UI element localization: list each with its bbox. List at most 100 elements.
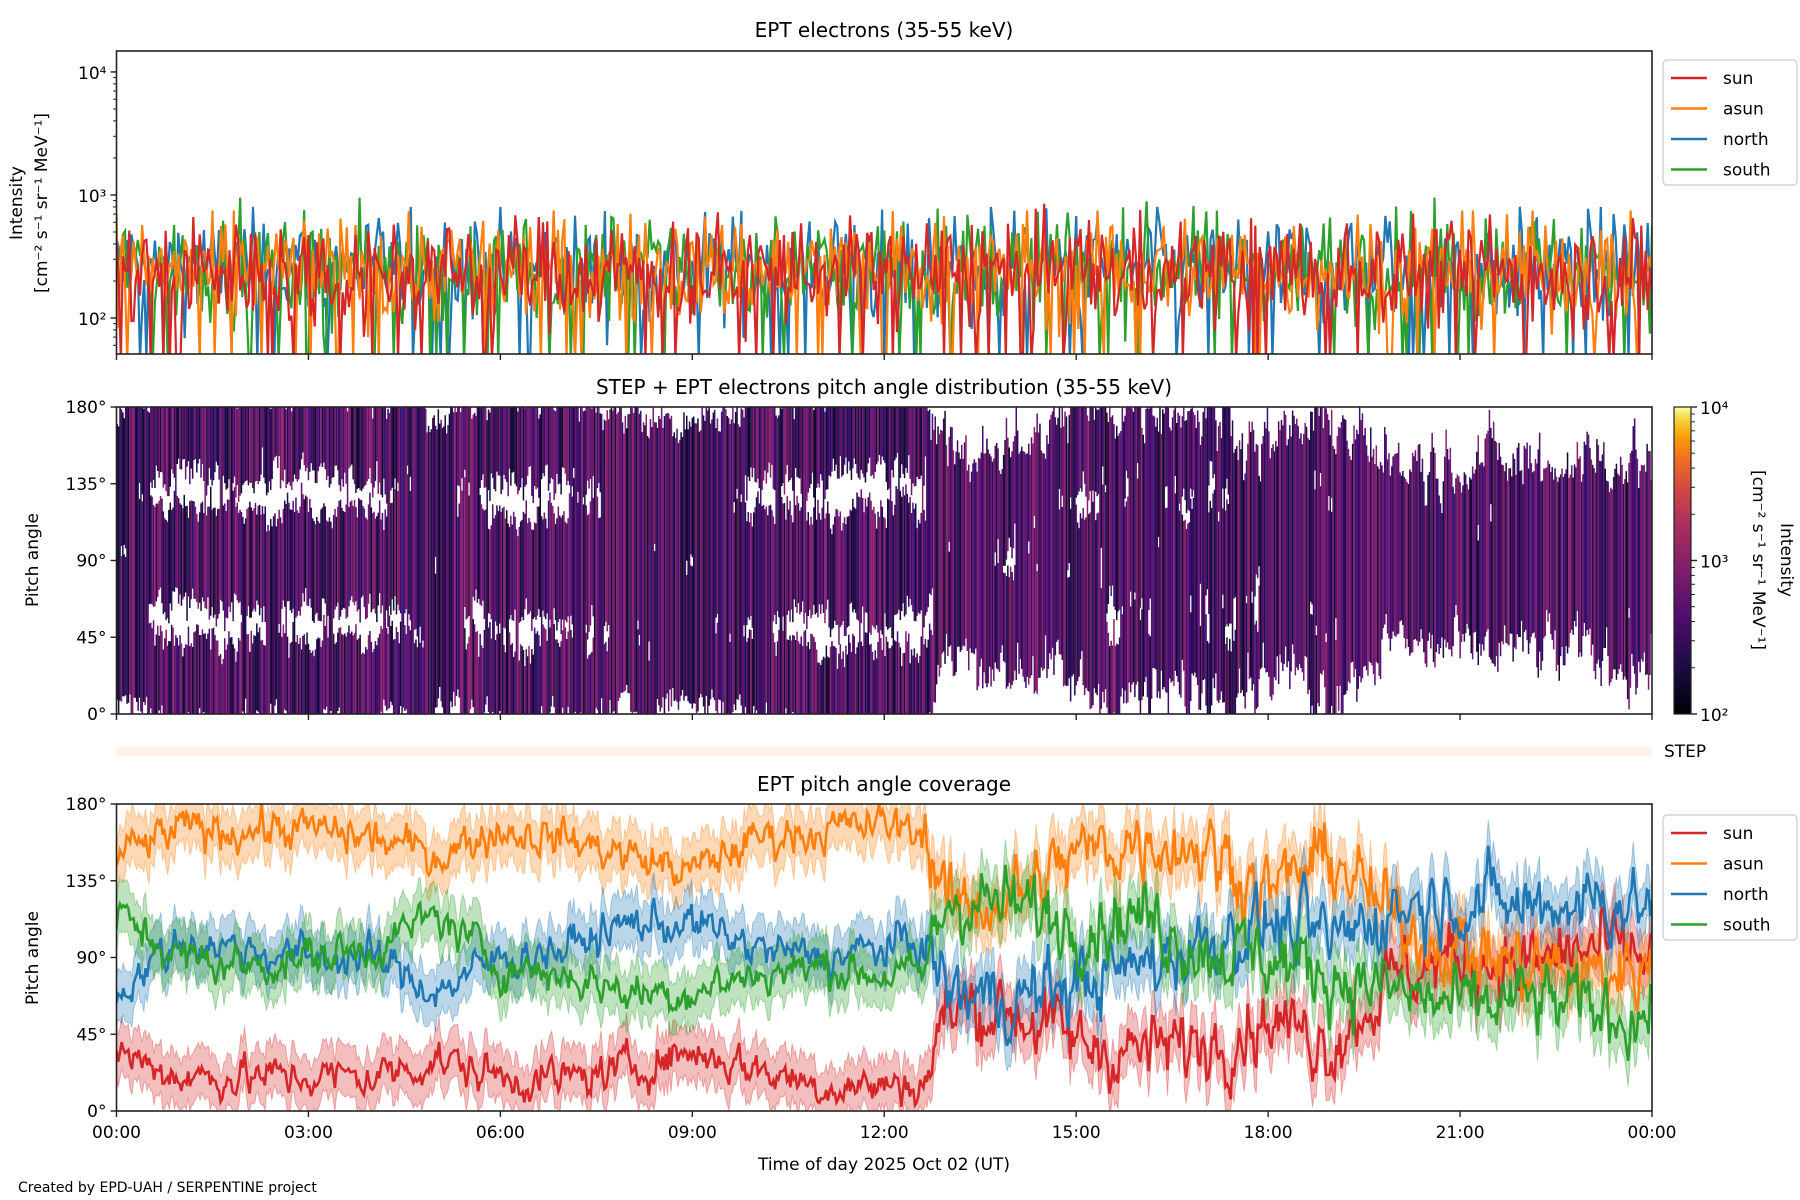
pad-cell xyxy=(1400,475,1403,621)
pad-cell xyxy=(362,407,364,489)
pad-cell xyxy=(528,645,530,714)
pad-cell xyxy=(394,407,396,479)
pad-cell xyxy=(129,407,131,695)
pad-cell xyxy=(321,407,324,467)
pad-cell xyxy=(1208,643,1210,714)
pad-cell xyxy=(427,425,430,714)
pad-cell xyxy=(857,407,860,478)
pad-cell xyxy=(1565,469,1567,647)
pad-cell xyxy=(159,625,162,714)
pad-cell xyxy=(891,645,893,714)
pad-cell xyxy=(1342,415,1344,714)
pad-cell xyxy=(1289,425,1291,690)
pad-cell xyxy=(1055,424,1058,642)
pad-cell xyxy=(1046,435,1048,679)
pad-cell xyxy=(841,530,843,626)
pad-cell xyxy=(638,645,641,714)
pad-cell xyxy=(1462,485,1464,634)
pad-cell xyxy=(852,407,854,469)
pad-cell xyxy=(1058,509,1061,654)
pad-cell xyxy=(475,415,477,590)
pad-cell xyxy=(378,407,381,483)
coverage-band-north xyxy=(116,820,1652,1072)
pad-cell xyxy=(197,625,199,714)
pad-cell xyxy=(242,516,244,712)
pad-cell xyxy=(645,414,647,714)
pad-cell xyxy=(881,407,883,457)
pad-cell xyxy=(359,634,361,714)
pad-cell xyxy=(399,621,402,706)
pad-cell xyxy=(499,505,501,624)
pad-cell xyxy=(363,508,366,607)
pad-cell xyxy=(814,641,816,714)
pad-cell xyxy=(1247,443,1249,653)
pad-cell xyxy=(327,521,329,616)
pad-cell xyxy=(928,623,931,713)
pad-cell xyxy=(947,466,949,657)
pad-cell xyxy=(208,506,211,620)
pad-cell xyxy=(137,407,139,711)
pad-cell xyxy=(800,636,802,714)
pad-cell xyxy=(787,509,790,611)
pad-cell xyxy=(198,635,201,709)
pad-cell xyxy=(1624,479,1626,677)
pad-cell xyxy=(179,407,181,469)
pad-cell xyxy=(1604,468,1606,649)
pad-cell xyxy=(605,641,607,714)
pad-cell xyxy=(1258,585,1260,679)
pad-cell xyxy=(1206,407,1209,590)
pad-cell xyxy=(362,652,364,714)
pad-cell xyxy=(553,623,555,708)
pad-cell xyxy=(827,656,829,714)
pad-cell xyxy=(1626,482,1629,700)
pad-cell xyxy=(263,407,265,478)
pad-cell xyxy=(831,534,833,630)
pad-cell xyxy=(864,498,867,613)
pad-cell xyxy=(228,631,230,714)
pad-cell xyxy=(261,639,264,714)
pad-cell xyxy=(801,645,804,714)
pad-cell xyxy=(480,504,483,607)
pad-cell xyxy=(1171,417,1174,681)
pad-cell xyxy=(912,502,914,612)
pad-cell xyxy=(489,412,491,501)
pad-cell xyxy=(420,407,423,714)
pad-cell xyxy=(919,407,921,480)
pad-cell xyxy=(327,407,329,476)
pad-cell xyxy=(774,523,776,615)
pad-cell xyxy=(888,407,890,489)
pad-cell xyxy=(1424,505,1426,664)
pad-cell xyxy=(1293,415,1295,654)
pad-cell xyxy=(1166,507,1168,693)
pad-cell xyxy=(1485,433,1488,632)
pad-cell xyxy=(1110,417,1112,597)
pad-cell xyxy=(256,514,258,601)
pad-cell xyxy=(783,407,786,495)
pad-cell xyxy=(834,407,836,471)
pad-cell xyxy=(480,407,483,480)
pad-cell xyxy=(157,625,159,714)
pad-cell xyxy=(1201,436,1203,694)
pad-cell xyxy=(811,407,814,473)
pad-cell xyxy=(526,656,529,714)
pad-cell xyxy=(1081,518,1083,652)
pad-cell xyxy=(172,407,174,474)
pad-cell xyxy=(1008,577,1010,683)
pad-cell xyxy=(408,625,410,714)
pad-cell xyxy=(166,521,169,619)
pad-cell xyxy=(539,646,541,714)
pad-cell xyxy=(291,641,293,714)
pad-cell xyxy=(300,407,303,460)
pad-cell xyxy=(432,418,434,714)
pad-cell xyxy=(665,414,667,699)
pad-cell xyxy=(546,640,548,714)
pad-cell xyxy=(1230,436,1232,624)
pad-cell xyxy=(808,407,811,489)
pad-cell xyxy=(148,623,151,714)
pad-cell xyxy=(554,411,557,494)
pad-cell xyxy=(381,407,384,498)
pad-cell xyxy=(560,407,562,495)
pad-cell xyxy=(1492,421,1495,664)
pad-cell xyxy=(549,627,551,713)
pad-cell xyxy=(487,627,490,713)
